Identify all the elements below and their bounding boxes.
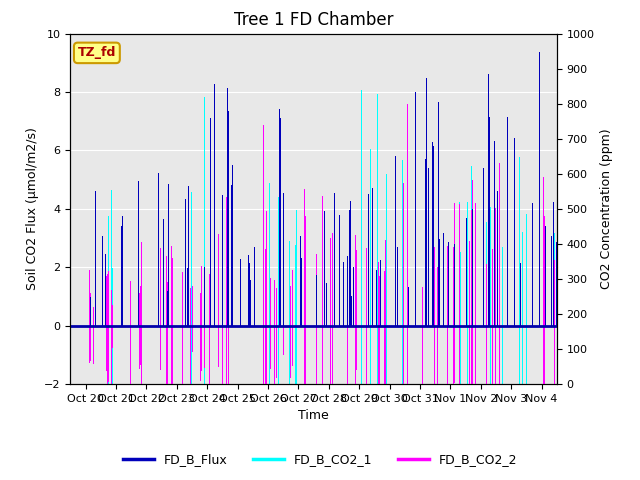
X-axis label: Time: Time (298, 409, 329, 422)
Text: TZ_fd: TZ_fd (77, 47, 116, 60)
Y-axis label: Soil CO2 Flux (μmol/m2/s): Soil CO2 Flux (μmol/m2/s) (26, 127, 38, 290)
Title: Tree 1 FD Chamber: Tree 1 FD Chamber (234, 11, 394, 29)
Y-axis label: CO2 Concentration (ppm): CO2 Concentration (ppm) (600, 129, 613, 289)
Legend: FD_B_Flux, FD_B_CO2_1, FD_B_CO2_2: FD_B_Flux, FD_B_CO2_1, FD_B_CO2_2 (118, 448, 522, 471)
